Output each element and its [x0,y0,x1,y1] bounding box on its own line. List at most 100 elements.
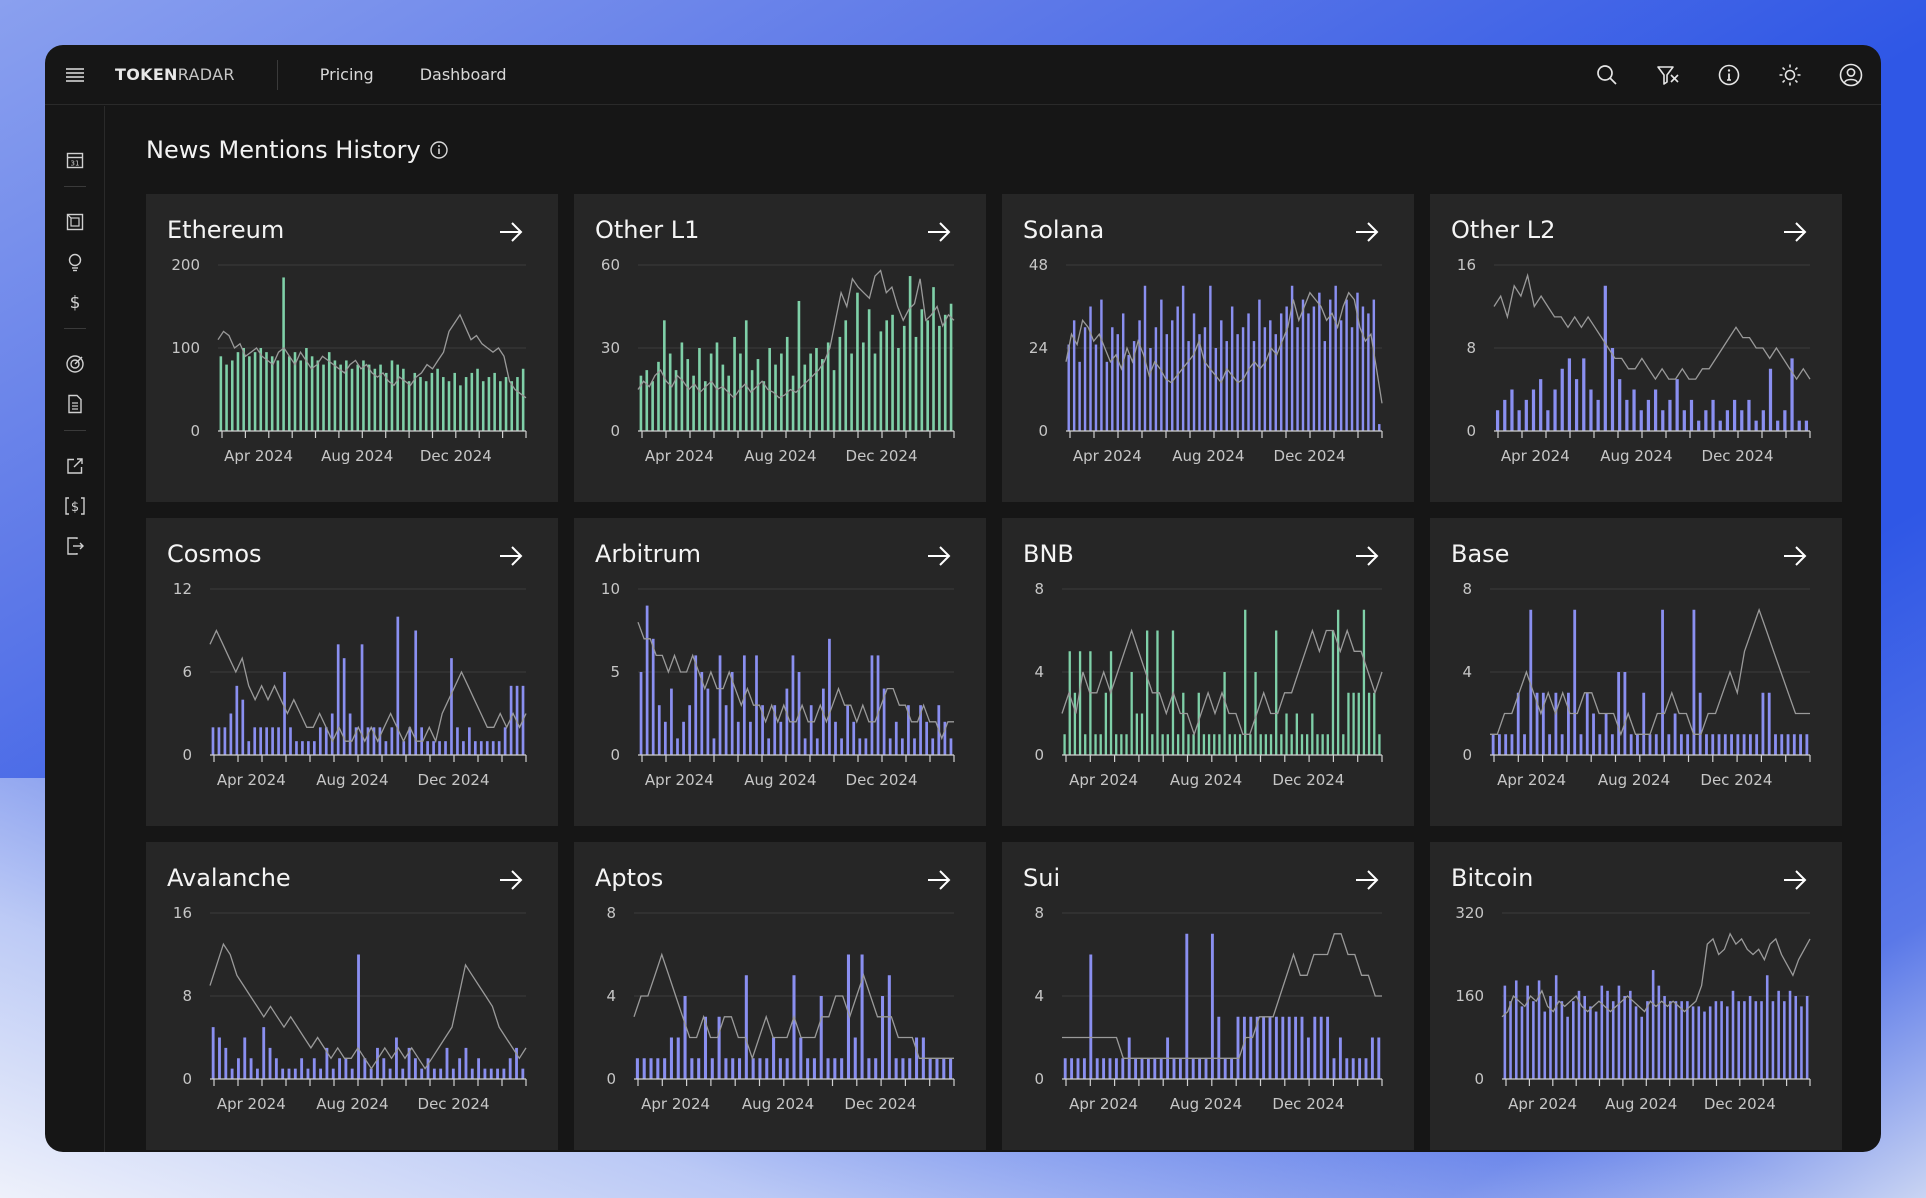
chart-bar [832,370,836,431]
chart-bar [1331,630,1335,755]
x-tick-label: Dec 2024 [1272,1095,1344,1113]
brand-logo[interactable]: TOKENRADAR [115,65,235,84]
external-link-icon[interactable] [45,448,105,484]
x-tick-label: Dec 2024 [1704,1095,1776,1113]
y-tick-label: 4 [1034,987,1044,1005]
chart-bar [1585,692,1589,755]
nav-dashboard-link[interactable]: Dashboard [419,65,507,84]
logout-icon[interactable] [45,528,105,564]
chart-bar [888,738,892,755]
info-icon[interactable] [1698,45,1759,105]
search-icon[interactable] [1576,45,1637,105]
chart-bar [1663,996,1666,1079]
chart-bar [236,352,240,431]
arrow-right-icon[interactable] [928,546,951,566]
chart-bar [1367,313,1370,431]
chart-bar [925,721,929,755]
chart-card-other-l2[interactable]: Other L2 16 8 0 Apr 2024 Aug 2024 Dec 2024 [1430,194,1842,502]
chart-bar [894,1058,898,1079]
chart-card-avalanche[interactable]: Avalanche 16 8 0 Apr 2024 Aug 2024 Dec 2024 [146,842,558,1150]
image-icon[interactable] [45,204,105,240]
chart-card-bnb[interactable]: BNB 8 4 0 Apr 2024 Aug 2024 Dec 2024 [1002,518,1414,826]
currency-bracket-icon[interactable]: $ [45,488,105,524]
chart-bar [721,364,725,431]
chart-card-sui[interactable]: Sui 8 4 0 Apr 2024 Aug 2024 Dec 2024 [1002,842,1414,1150]
chart-card-cosmos[interactable]: Cosmos 12 6 0 Apr 2024 Aug 2024 Dec 2024 [146,518,558,826]
chart-bar [336,644,340,755]
chart-bar [1682,410,1686,431]
lightbulb-icon[interactable] [45,244,105,280]
chart-bar [730,672,734,755]
chart-bar [363,1058,367,1079]
arrow-right-icon[interactable] [928,222,951,242]
hamburger-menu-icon[interactable] [45,45,105,105]
trend-line [209,942,527,1070]
chart-bar [1596,399,1600,432]
x-tick-label: Apr 2024 [1508,1095,1577,1113]
user-account-icon[interactable] [1820,45,1881,105]
chart-bar [1583,996,1586,1079]
arrow-right-icon[interactable] [928,870,951,890]
chart-card-base[interactable]: Base 8 4 0 Apr 2024 Aug 2024 Dec 2024 [1430,518,1842,826]
chart-bar [1617,985,1621,1080]
chart-card-aptos[interactable]: Aptos 8 4 0 Apr 2024 Aug 2024 Dec 2024 [574,842,986,1150]
chart-bar [852,721,856,755]
chart-bar [1754,420,1758,432]
nav-pricing-link[interactable]: Pricing [319,65,374,84]
calendar-icon[interactable]: 31 [45,142,105,178]
chart-bar [1654,734,1658,755]
dollar-icon[interactable]: $ [45,284,105,320]
chart-bar [1100,299,1103,431]
chart-bar [1549,996,1552,1079]
chart-bar [738,1058,742,1079]
document-icon[interactable] [45,386,105,422]
arrow-right-icon[interactable] [1784,222,1807,242]
y-tick-label: 0 [1038,422,1048,440]
chart-bar [1311,713,1314,755]
arrow-right-icon[interactable] [500,222,523,242]
theme-toggle-icon[interactable] [1759,45,1820,105]
page-title: News Mentions History [146,136,449,164]
chart-card-ethereum[interactable]: Ethereum 200 100 0 Apr 2024 Aug 2024 Dec 2024 [146,194,558,502]
chart-bar [1520,1006,1524,1080]
arrow-right-icon[interactable] [500,870,523,890]
filter-clear-icon[interactable] [1637,45,1698,105]
chart-bar [473,741,477,755]
arrow-right-icon[interactable] [1784,870,1807,890]
info-icon[interactable] [429,140,449,160]
chart-bar [1269,734,1273,755]
chart-bar [1207,734,1211,755]
chart-bar [470,372,474,431]
chart-card-bitcoin[interactable]: Bitcoin 320 160 0 Apr 2024 Aug 2024 Dec 2024 [1430,842,1842,1150]
chart-bar [1326,734,1329,755]
chart-bar [1667,734,1671,755]
chart-bar [715,342,719,431]
chart-bar [821,359,824,431]
arrow-right-icon[interactable] [1356,546,1379,566]
chart-bar [1805,734,1809,755]
chart-card-solana[interactable]: Solana 48 24 0 Apr 2024 Aug 2024 Dec 2024 [1002,194,1414,502]
x-tick-label: Apr 2024 [1501,447,1570,465]
target-icon[interactable] [45,346,105,382]
chart-bar [907,705,910,755]
chart-bar [700,672,704,755]
chart-bar [815,738,819,755]
arrow-right-icon[interactable] [1356,870,1379,890]
x-tick-label: Dec 2024 [1702,447,1774,465]
arrow-right-icon[interactable] [1784,546,1807,566]
chart-bar [1294,1016,1298,1079]
chart-bar [1203,327,1207,431]
chart-card-other-l1[interactable]: Other L1 60 30 0 Apr 2024 Aug 2024 Dec 2024 [574,194,986,502]
chart-bar [1213,734,1216,755]
chart-bar [464,1047,468,1080]
chart-bar [751,1058,755,1079]
arrow-right-icon[interactable] [1356,222,1379,242]
chart-bar [1632,389,1636,431]
chart-card-arbitrum[interactable]: Arbitrum 10 5 0 Apr 2024 Aug 2024 Dec 2024 [574,518,986,826]
arrow-right-icon[interactable] [500,546,523,566]
x-tick-label: Apr 2024 [1069,1095,1138,1113]
chart-bar [382,1058,386,1079]
chart-bar [1120,734,1123,755]
chart-bar [235,685,239,755]
chart-bar [450,658,453,755]
